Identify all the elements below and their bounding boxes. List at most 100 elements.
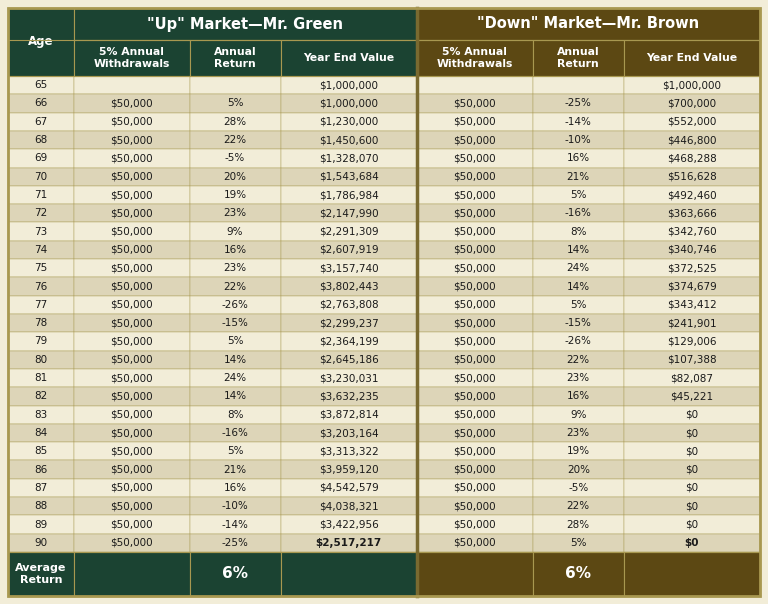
Bar <box>74 387 190 405</box>
Text: $342,760: $342,760 <box>667 226 717 237</box>
Text: $50,000: $50,000 <box>111 391 153 402</box>
Text: $50,000: $50,000 <box>111 153 153 164</box>
Text: 88: 88 <box>35 501 48 511</box>
Text: $3,872,814: $3,872,814 <box>319 410 379 420</box>
Bar <box>417 442 533 460</box>
Bar <box>74 277 190 296</box>
Text: 8%: 8% <box>227 410 243 420</box>
Text: $2,763,808: $2,763,808 <box>319 300 379 310</box>
Text: 28%: 28% <box>223 117 247 127</box>
Bar <box>8 204 74 222</box>
Text: $50,000: $50,000 <box>111 464 153 475</box>
Bar <box>190 424 280 442</box>
Text: -5%: -5% <box>568 483 588 493</box>
Text: Age: Age <box>28 36 54 48</box>
Bar <box>8 369 74 387</box>
Bar <box>8 497 74 515</box>
Text: $3,632,235: $3,632,235 <box>319 391 379 402</box>
Text: $3,230,031: $3,230,031 <box>319 373 379 383</box>
Text: $4,038,321: $4,038,321 <box>319 501 379 511</box>
Text: 19%: 19% <box>223 190 247 200</box>
Bar <box>280 149 417 167</box>
Bar <box>190 167 280 186</box>
Bar <box>190 40 280 76</box>
Bar <box>280 186 417 204</box>
Bar <box>624 186 760 204</box>
Bar <box>280 112 417 131</box>
Bar <box>280 460 417 479</box>
Bar <box>624 241 760 259</box>
Text: $0: $0 <box>685 410 698 420</box>
Text: $3,157,740: $3,157,740 <box>319 263 379 273</box>
Text: -15%: -15% <box>565 318 592 328</box>
Bar <box>417 186 533 204</box>
Bar <box>74 497 190 515</box>
Text: Average
Return: Average Return <box>15 563 67 585</box>
Text: 16%: 16% <box>567 391 590 402</box>
Text: 6%: 6% <box>565 567 591 582</box>
Text: $50,000: $50,000 <box>454 190 496 200</box>
Text: $50,000: $50,000 <box>111 538 153 548</box>
Text: $2,517,217: $2,517,217 <box>316 538 382 548</box>
Text: $700,000: $700,000 <box>667 98 717 109</box>
Text: 66: 66 <box>35 98 48 109</box>
Bar <box>624 369 760 387</box>
Bar <box>417 241 533 259</box>
Text: $1,328,070: $1,328,070 <box>319 153 379 164</box>
Bar <box>190 369 280 387</box>
Bar <box>533 424 624 442</box>
Text: $3,422,956: $3,422,956 <box>319 519 379 530</box>
Text: 79: 79 <box>35 336 48 347</box>
Text: $2,147,990: $2,147,990 <box>319 208 379 218</box>
Bar <box>190 552 280 596</box>
Bar <box>190 479 280 497</box>
Text: 85: 85 <box>35 446 48 456</box>
Text: -10%: -10% <box>222 501 249 511</box>
Text: $372,525: $372,525 <box>667 263 717 273</box>
Text: 22%: 22% <box>223 135 247 145</box>
Bar <box>533 76 624 94</box>
Text: $50,000: $50,000 <box>111 355 153 365</box>
Text: 77: 77 <box>35 300 48 310</box>
Bar <box>624 167 760 186</box>
Text: $50,000: $50,000 <box>111 226 153 237</box>
Bar <box>280 40 417 76</box>
Text: 23%: 23% <box>223 208 247 218</box>
Bar <box>624 296 760 314</box>
Bar <box>190 332 280 350</box>
Text: $50,000: $50,000 <box>454 373 496 383</box>
Text: "Down" Market—Mr. Brown: "Down" Market—Mr. Brown <box>478 16 700 31</box>
Bar <box>417 94 533 112</box>
Bar <box>74 40 190 76</box>
Text: $50,000: $50,000 <box>454 428 496 438</box>
Text: $107,388: $107,388 <box>667 355 717 365</box>
Text: $50,000: $50,000 <box>454 135 496 145</box>
Bar <box>74 296 190 314</box>
Bar <box>8 387 74 405</box>
Bar <box>190 534 280 552</box>
Text: 90: 90 <box>35 538 48 548</box>
Text: $50,000: $50,000 <box>111 208 153 218</box>
Text: $50,000: $50,000 <box>454 483 496 493</box>
Bar <box>74 186 190 204</box>
Bar <box>190 497 280 515</box>
Bar <box>533 515 624 534</box>
Bar <box>417 76 533 94</box>
Text: 14%: 14% <box>567 281 590 292</box>
Bar <box>190 314 280 332</box>
Bar <box>190 387 280 405</box>
Bar <box>417 534 533 552</box>
Bar <box>190 277 280 296</box>
Text: 14%: 14% <box>567 245 590 255</box>
Text: Annual
Return: Annual Return <box>214 47 257 69</box>
Bar <box>8 405 74 424</box>
Bar <box>190 515 280 534</box>
Bar <box>74 332 190 350</box>
Bar <box>417 40 533 76</box>
Bar <box>533 167 624 186</box>
Text: $50,000: $50,000 <box>111 318 153 328</box>
Text: $50,000: $50,000 <box>454 226 496 237</box>
Bar <box>533 387 624 405</box>
Text: $50,000: $50,000 <box>111 281 153 292</box>
Text: $50,000: $50,000 <box>111 135 153 145</box>
